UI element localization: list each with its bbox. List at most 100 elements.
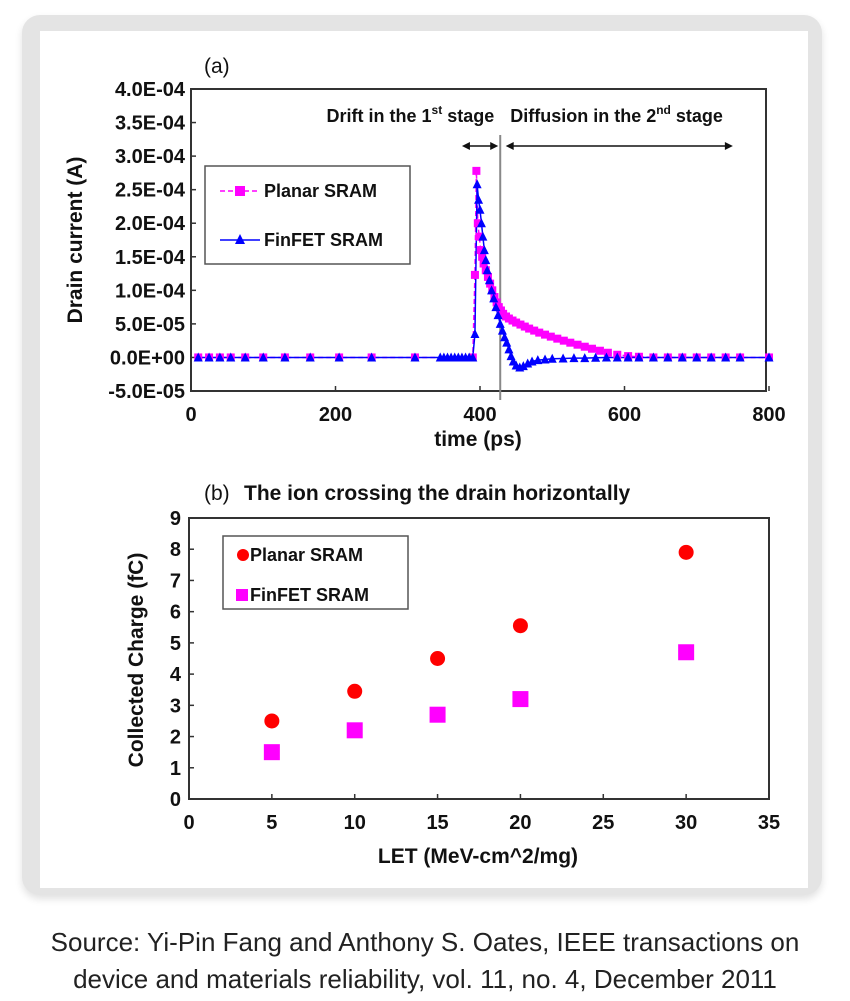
chart-b-legend: Planar SRAM FinFET SRAM — [222, 535, 409, 610]
x-tick-label: 600 — [608, 404, 641, 426]
finfet-point — [305, 352, 315, 362]
planar-point — [603, 348, 612, 357]
finfet-point — [493, 310, 503, 320]
x-tick-label: 200 — [319, 404, 352, 426]
finfet-point — [547, 353, 557, 363]
finfet-point — [489, 293, 499, 303]
stage1-label: Drift in the 1st stage — [327, 103, 495, 126]
finfet-point — [487, 285, 497, 295]
stage2-arrow-head-left — [505, 142, 514, 150]
finfet-point — [677, 352, 687, 362]
finfet-point — [706, 352, 716, 362]
finfet-point — [204, 352, 214, 362]
planar-point — [535, 328, 544, 337]
finfet-point — [612, 352, 622, 362]
finfet-point — [491, 302, 501, 312]
y-tick-label: 8 — [170, 539, 181, 561]
y-tick-label: -5.0E-05 — [108, 381, 185, 403]
planar-point — [573, 340, 582, 349]
finfet-point — [495, 318, 505, 328]
finfet-point — [533, 355, 543, 365]
legend-planar-label: Planar SRAM — [250, 545, 363, 565]
planar-point — [678, 544, 694, 560]
planar-point — [512, 618, 528, 634]
finfet-point — [215, 352, 225, 362]
planar-point — [512, 318, 521, 327]
planar-point — [473, 219, 482, 228]
legend-box — [222, 535, 409, 610]
finfet-point — [474, 194, 484, 204]
finfet-point — [504, 344, 514, 354]
planar-point — [472, 166, 481, 175]
x-tick-label: 0 — [183, 812, 194, 834]
finfet-point — [429, 706, 446, 723]
planar-point — [566, 338, 575, 347]
chart-b: (b) The ion crossing the drain horizonta… — [125, 482, 780, 868]
finfet-point — [482, 265, 492, 275]
finfet-point — [591, 352, 601, 362]
caption-line-1: Source: Yi-Pin Fang and Anthony S. Oates… — [50, 927, 800, 957]
y-tick-label: 9 — [170, 508, 181, 530]
planar-point — [264, 713, 280, 729]
chart-b-x-ticks: 0 5 10 15 20 25 30 35 — [183, 794, 780, 834]
finfet-point — [502, 337, 512, 347]
finfet-point — [367, 352, 377, 362]
finfet-point — [558, 353, 568, 363]
y-tick-label: 4.0E-04 — [115, 79, 186, 101]
finfet-point — [472, 179, 482, 189]
finfet-point — [263, 744, 280, 761]
planar-point — [525, 324, 534, 333]
x-tick-label: 400 — [463, 404, 496, 426]
finfet-point — [540, 354, 550, 364]
y-tick-label: 2 — [170, 727, 181, 749]
y-tick-label: 5.0E-05 — [115, 314, 185, 336]
planar-point — [541, 330, 550, 339]
chart-a-y-ticks: 4.0E-04 3.5E-04 3.0E-04 2.5E-04 2.0E-04 1.5E-… — [108, 79, 196, 403]
planar-point — [478, 252, 487, 261]
finfet-point — [258, 352, 268, 362]
planar-point — [430, 651, 446, 666]
y-tick-label: 2.0E-04 — [115, 213, 186, 235]
chart-a-series — [193, 166, 774, 372]
y-tick-label: 3 — [170, 695, 181, 717]
finfet-point — [569, 353, 579, 363]
y-tick-label: 7 — [170, 570, 181, 592]
y-tick-label: 3.0E-04 — [115, 146, 186, 168]
finfet-point — [518, 361, 528, 371]
planar-point — [580, 342, 589, 351]
chart-b-panel-label: (b) — [204, 482, 230, 505]
legend-finfet-marker — [236, 589, 248, 601]
planar-point — [520, 322, 529, 331]
finfet-point — [470, 328, 480, 338]
planar-point — [483, 272, 492, 281]
chart-b-series — [263, 544, 695, 761]
chart-b-x-axis-title: LET (MeV-cm^2/mg) — [378, 845, 578, 868]
finfet-point — [280, 352, 290, 362]
y-tick-label: 3.5E-04 — [115, 113, 186, 135]
finfet-point — [346, 722, 363, 739]
stage1-arrow-head-right — [490, 142, 499, 150]
y-tick-label: 5 — [170, 633, 181, 655]
finfet-point — [678, 644, 695, 661]
y-tick-label: 0 — [170, 789, 181, 811]
planar-point — [595, 346, 604, 355]
y-tick-label: 1 — [170, 758, 181, 780]
legend-planar-marker — [235, 186, 245, 196]
finfet-point — [663, 352, 673, 362]
planar-point — [347, 683, 363, 699]
finfet-point — [468, 352, 478, 362]
planar-point — [476, 246, 485, 255]
finfet-point — [410, 352, 420, 362]
finfet-point — [764, 352, 774, 362]
x-tick-label: 15 — [426, 812, 448, 834]
chart-a-x-axis-title: time (ps) — [434, 428, 522, 451]
finfet-point — [601, 352, 611, 362]
y-tick-label: 1.0E-04 — [115, 280, 186, 302]
finfet-point — [484, 275, 494, 285]
y-tick-label: 4 — [170, 664, 182, 686]
planar-point — [587, 344, 596, 353]
finfet-point — [193, 352, 203, 362]
y-tick-label: 2.5E-04 — [115, 180, 186, 202]
chart-a: (a) 4.0E-04 3.5E-04 3.0E-04 2.5E-04 2.0E-04 1… — [64, 55, 786, 451]
legend-planar-marker — [237, 549, 249, 561]
